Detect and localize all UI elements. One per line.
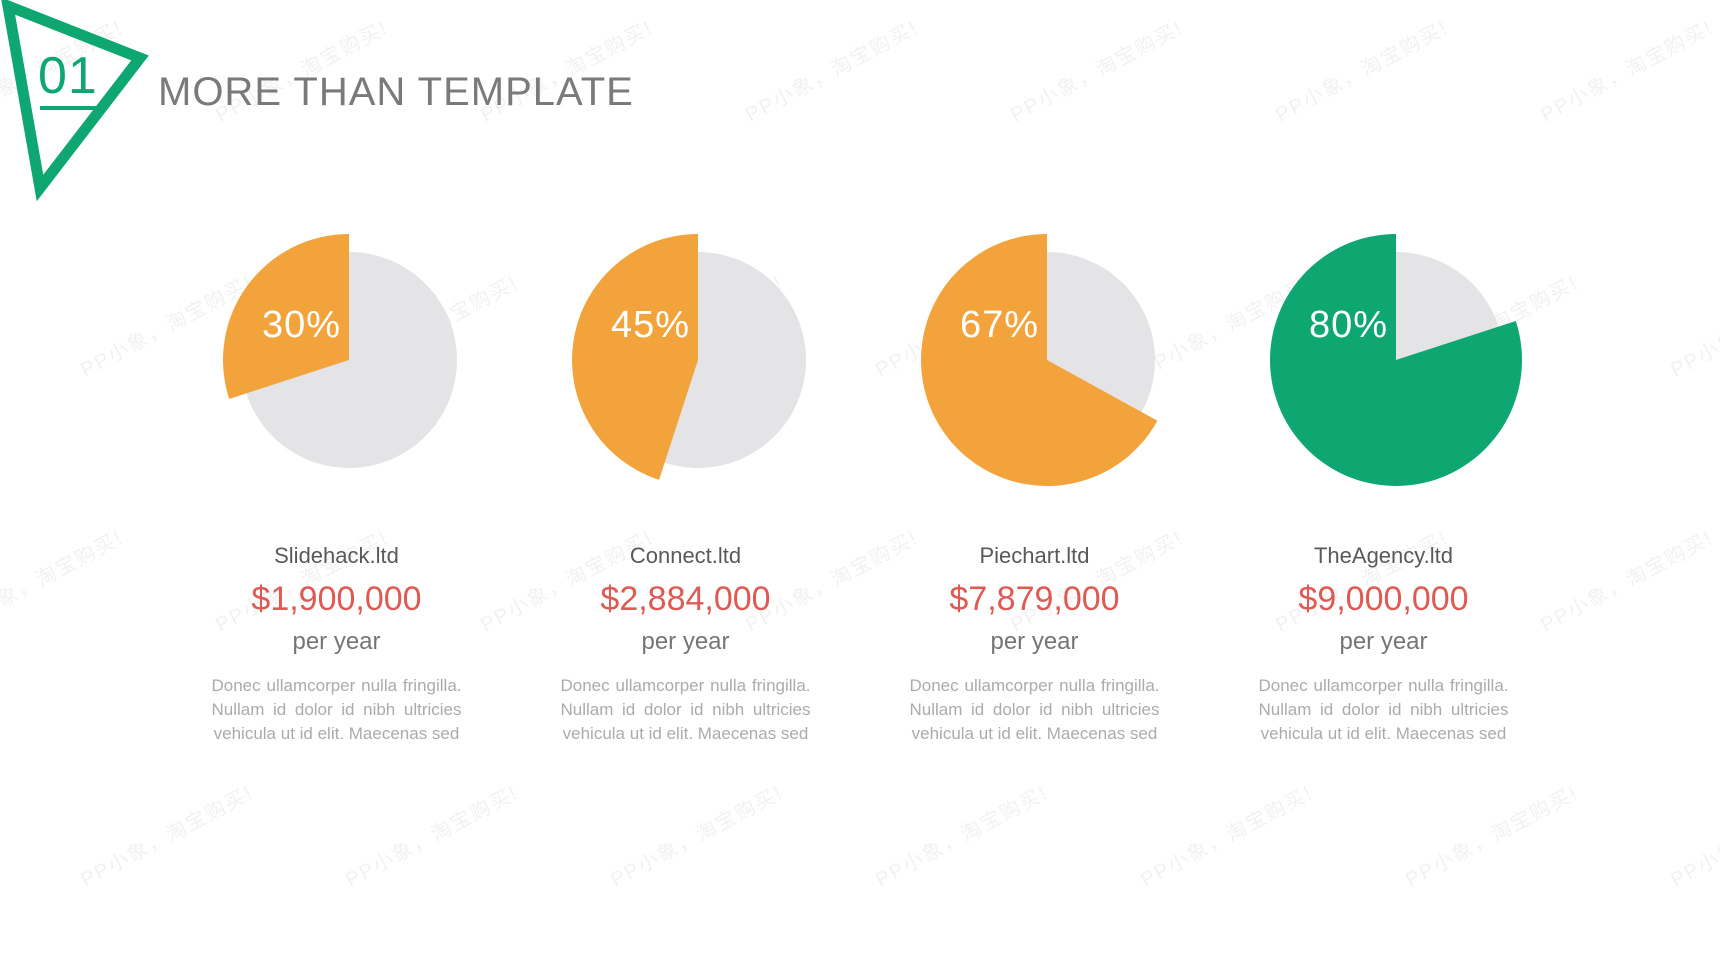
period-label: per year bbox=[1339, 628, 1428, 655]
pie-chart: 30% bbox=[209, 220, 489, 500]
stat-column: 80% TheAgency.ltd $9,000,000 per year Do… bbox=[1209, 220, 1558, 746]
pie-highlight-slice bbox=[222, 234, 349, 399]
description-text: Donec ullamcorper nulla fringilla. Nulla… bbox=[211, 676, 462, 743]
pie-highlight-slice bbox=[1269, 234, 1522, 487]
section-number-underline bbox=[40, 106, 96, 110]
stat-column: 45% Connect.ltd $2,884,000 per year Done… bbox=[511, 220, 860, 746]
description-text: Donec ullamcorper nulla fringilla. Nulla… bbox=[909, 676, 1160, 743]
percent-label: 30% bbox=[261, 304, 342, 346]
period-label: per year bbox=[990, 628, 1079, 655]
watermark-text: PP小象，淘宝购买! bbox=[342, 781, 523, 892]
pie-chart: 80% bbox=[1256, 220, 1536, 500]
watermark-text: PP小象，淘宝购买! bbox=[1537, 526, 1718, 637]
watermark-text: PP小象，淘宝购买! bbox=[1667, 781, 1720, 892]
watermark-text: PP小象，淘宝购买! bbox=[607, 781, 788, 892]
triangle-logo-icon bbox=[1, 0, 149, 202]
watermark-text: PP小象，淘宝购买! bbox=[1667, 271, 1720, 382]
pie-highlight-slice bbox=[920, 234, 1157, 487]
stat-column: 30% Slidehack.ltd $1,900,000 per year Do… bbox=[162, 220, 511, 746]
section-number: 01 bbox=[38, 47, 98, 105]
pie-chart-svg bbox=[571, 234, 806, 480]
watermark-text: PP小象，淘宝购买! bbox=[1402, 781, 1583, 892]
description-text: Donec ullamcorper nulla fringilla. Nulla… bbox=[1258, 676, 1509, 743]
period-label: per year bbox=[641, 628, 730, 655]
company-name: Slidehack.ltd bbox=[274, 543, 399, 568]
description-text: Donec ullamcorper nulla fringilla. Nulla… bbox=[560, 676, 811, 743]
company-name: Piechart.ltd bbox=[979, 543, 1090, 568]
stat-column: 67% Piechart.ltd $7,879,000 per year Don… bbox=[860, 220, 1209, 746]
company-name: TheAgency.ltd bbox=[1313, 543, 1453, 568]
percent-label: 80% bbox=[1308, 304, 1389, 346]
amount-value: $9,000,000 bbox=[1298, 580, 1469, 618]
watermark-text: PP小象，淘宝购买! bbox=[1137, 781, 1318, 892]
slide-header: 01 MORE THAN TEMPLATE bbox=[0, 0, 1720, 210]
watermark-text: PP小象，淘宝购买! bbox=[872, 781, 1053, 892]
amount-value: $1,900,000 bbox=[251, 580, 422, 618]
period-label: per year bbox=[292, 628, 381, 655]
stats-columns: 30% Slidehack.ltd $1,900,000 per year Do… bbox=[162, 220, 1558, 746]
watermark-text: PP小象，淘宝购买! bbox=[0, 526, 128, 637]
pie-chart-svg bbox=[920, 234, 1157, 487]
pie-chart: 67% bbox=[907, 220, 1187, 500]
company-name: Connect.ltd bbox=[629, 543, 742, 568]
amount-value: $7,879,000 bbox=[949, 580, 1120, 618]
percent-label: 45% bbox=[610, 304, 691, 346]
amount-value: $2,884,000 bbox=[600, 580, 771, 618]
percent-label: 67% bbox=[959, 304, 1040, 346]
page-title: MORE THAN TEMPLATE bbox=[158, 70, 634, 114]
pie-chart-svg bbox=[222, 234, 457, 468]
pie-highlight-slice bbox=[571, 234, 698, 480]
pie-chart: 45% bbox=[558, 220, 838, 500]
watermark-text: PP小象，淘宝购买! bbox=[77, 781, 258, 892]
pie-chart-svg bbox=[1269, 234, 1522, 487]
